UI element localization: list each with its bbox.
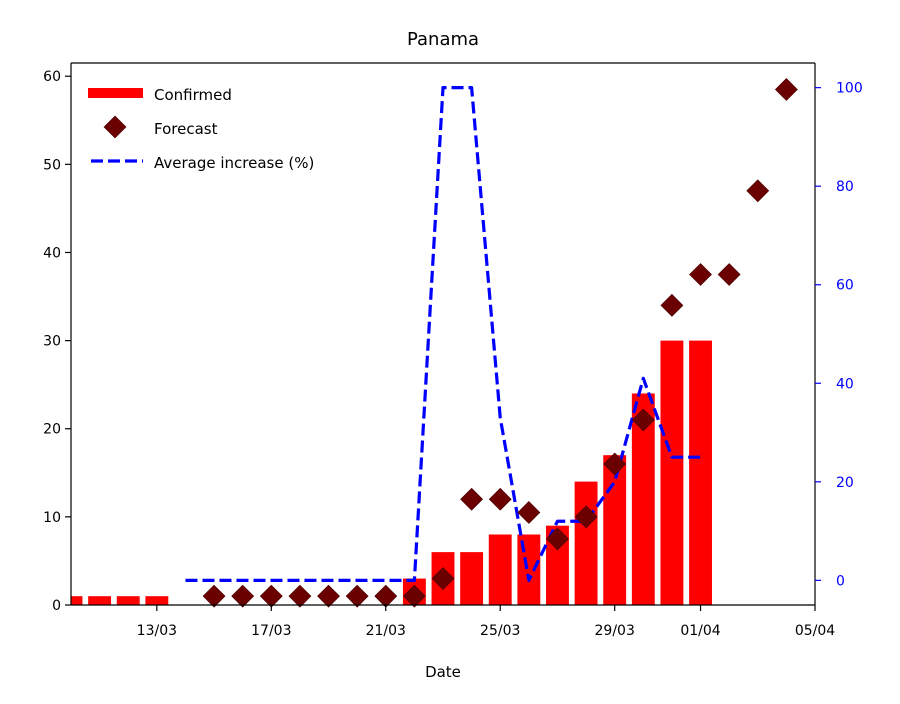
x-tick-label: 13/03 [137,623,177,639]
forecast-point-2020-03-25 [488,487,512,511]
forecast-point-2020-03-16 [231,584,255,608]
markers-layer [202,78,798,608]
x-tick-label: 25/03 [480,623,520,639]
y-tick-label: 10 [43,510,61,526]
legend-label-average-increase: Average increase (%) [154,154,314,172]
forecast-point-2020-03-20 [345,584,369,608]
forecast-point-2020-03-17 [259,584,283,608]
forecast-point-2020-03-27 [546,527,569,551]
x-axis-label: Date [425,663,461,681]
bar-2020-03-13 [145,596,169,605]
forecast-point-2020-03-19 [317,584,340,608]
bar-2020-03-24 [460,552,484,605]
y-tick-label: 60 [43,69,61,85]
x-tick-label: 21/03 [366,623,406,639]
bar-2020-03-30 [631,393,655,605]
bar-2020-03-25 [488,534,512,605]
forecast-point-2020-04-04 [774,78,798,101]
forecast-point-2020-03-31 [660,293,684,317]
forecast-point-2020-03-21 [374,584,398,608]
legend-label-forecast: Forecast [154,120,218,138]
y-right-tick-label: 60 [836,278,854,294]
forecast-point-2020-03-29 [603,452,627,476]
series-line-average-increase [185,86,701,582]
legend-swatch-confirmed [88,88,143,98]
bar-2020-03-10 [71,596,83,605]
y-right-tick-label: 20 [836,475,854,491]
forecast-point-2020-04-02 [717,263,741,286]
forecast-point-2020-03-15 [202,584,226,608]
bars-layer [71,340,712,605]
legend-label-confirmed: Confirmed [154,86,232,104]
forecast-point-2020-03-18 [288,584,312,608]
y-tick-label: 20 [43,422,61,438]
forecast-point-2020-04-03 [746,179,770,203]
y-right-tick-label: 80 [836,179,854,195]
y-tick-label: 30 [43,334,61,350]
legend-swatch-forecast [103,115,127,139]
forecast-point-2020-03-24 [460,487,484,511]
bar-2020-03-12 [116,596,140,605]
x-tick-label: 05/04 [795,623,835,639]
y-right-tick-label: 0 [836,573,845,589]
legend: Confirmed Forecast Average increase (%) [88,86,314,172]
y-tick-label: 40 [43,245,61,261]
forecast-point-2020-04-01 [689,263,712,286]
forecast-point-2020-03-26 [517,501,541,524]
bar-2020-03-27 [546,525,569,605]
forecast-point-2020-03-30 [631,408,655,432]
y-right-tick-label: 100 [836,81,863,97]
bar-2020-03-29 [603,455,627,605]
forecast-point-2020-03-23 [431,567,455,590]
bar-2020-03-26 [517,534,541,605]
forecast-point-2020-03-22 [402,584,426,608]
axes-layer: 0 10 20 30 40 50 60 0 20 40 60 80 100 13/03 17/03 21/03… [43,62,863,639]
bar-2020-04-01 [689,340,712,605]
forecast-point-2020-03-28 [574,505,598,529]
y-tick-label: 50 [43,157,61,173]
x-tick-label: 01/04 [680,623,720,639]
line-layer [185,86,701,582]
x-tick-label: 17/03 [251,623,291,639]
chart-title: Panama [407,29,479,50]
bar-2020-03-31 [660,340,684,605]
bar-2020-03-28 [574,481,598,605]
y-right-tick-label: 40 [836,376,854,392]
y-tick-label: 0 [52,598,61,614]
bar-2020-03-11 [88,596,112,605]
x-tick-label: 29/03 [595,623,635,639]
